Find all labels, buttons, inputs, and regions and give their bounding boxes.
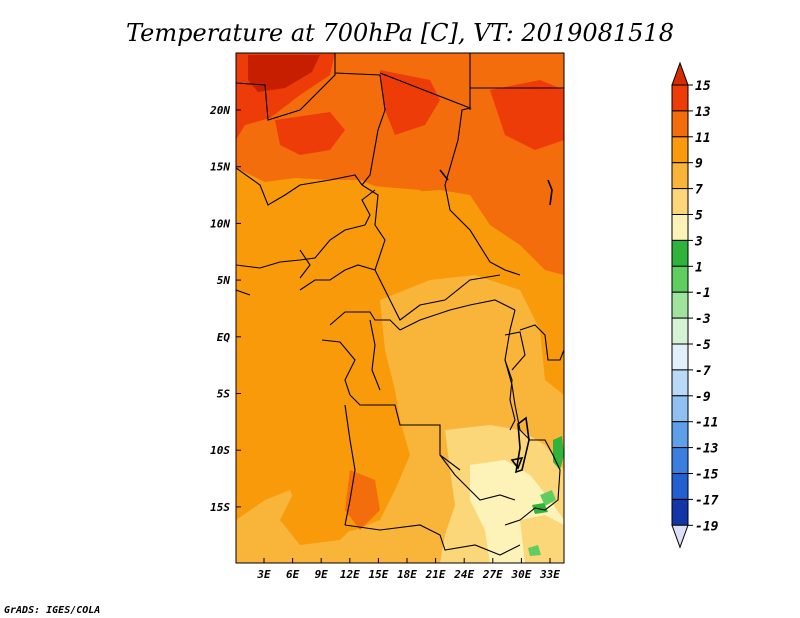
x-tick-label: 24E <box>453 568 474 581</box>
colorbar-label: -7 <box>695 364 711 379</box>
temperature-field <box>236 53 564 563</box>
colorbar-segment <box>671 395 689 423</box>
colorbar-label: -13 <box>695 442 719 457</box>
colorbar-label: 5 <box>695 209 703 224</box>
credit-text: GrADS: IGES/COLA <box>4 605 100 616</box>
longitude-axis: 3E 6E 9E 12E 15E 18E 21E 24E 27E 30E 33E <box>256 558 560 581</box>
colorbar-segment <box>671 421 689 449</box>
x-tick-label: 18E <box>397 568 417 581</box>
colorbar-lower-arrow <box>671 524 689 549</box>
y-tick-label: 10S <box>210 444 230 457</box>
y-tick-label: 5S <box>217 388 231 401</box>
colorbar-label: -11 <box>695 416 718 431</box>
map-panel <box>235 52 565 564</box>
x-tick-label: 30E <box>510 568 531 581</box>
colorbar-label: 13 <box>695 105 711 120</box>
colorbar-segment <box>671 369 689 397</box>
y-tick-label: 20N <box>209 104 230 117</box>
colorbar-label: -15 <box>695 468 719 483</box>
colorbar-label: 7 <box>695 183 703 198</box>
x-tick-label: 12E <box>340 568 360 581</box>
colorbar-segment <box>671 214 689 241</box>
colorbar-label: -3 <box>695 312 711 327</box>
y-tick-label: 15N <box>210 161 230 174</box>
x-tick-label: 15E <box>368 568 388 581</box>
colorbar-label: -17 <box>695 493 719 508</box>
colorbar-label: -1 <box>695 286 711 301</box>
y-tick-label: 15S <box>210 501 230 514</box>
x-tick-label: 33E <box>539 568 560 581</box>
y-tick-label: 5N <box>217 274 231 287</box>
colorbar-segment <box>671 84 689 112</box>
colorbar-segment <box>671 239 689 267</box>
colorbar-label: -9 <box>695 390 711 405</box>
x-tick-label: 27E <box>482 568 503 581</box>
colorbar-label: -19 <box>695 519 719 534</box>
colorbar-label: 1 <box>695 260 703 275</box>
latitude-axis: 20N 15N 10N 5N EQ 5S 10S 15S <box>209 104 241 514</box>
colorbar-segment <box>671 291 689 319</box>
colorbar-segment <box>671 188 689 216</box>
colorbar-segment <box>671 317 689 345</box>
colorbar-segment <box>671 136 689 164</box>
x-tick-label: 6E <box>286 568 300 581</box>
colorbar-segment <box>671 447 689 475</box>
colorbar-label: 3 <box>694 234 703 249</box>
colorbar-segment <box>671 110 689 138</box>
colorbar-segment <box>671 473 689 500</box>
colorbar-label: 15 <box>695 79 711 94</box>
colorbar-upper-arrow <box>671 61 689 86</box>
colorbar-label: 11 <box>695 131 711 146</box>
map-frame <box>235 52 565 564</box>
x-tick-label: 3E <box>256 568 271 581</box>
chart-title: Temperature at 700hPa [C], VT: 201908151… <box>126 19 674 47</box>
colorbar-label: 9 <box>695 157 703 172</box>
x-tick-label: 9E <box>315 568 329 581</box>
x-tick-label: 21E <box>425 568 446 581</box>
y-tick-label: 10N <box>210 217 230 230</box>
colorbar-segment <box>671 265 689 293</box>
colorbar-segment <box>671 498 689 526</box>
colorbar-segment <box>671 162 689 190</box>
colorbar-label: -5 <box>695 338 711 353</box>
colorbar-segment <box>671 343 689 371</box>
colorbar: 15 13 11 9 7 5 3 1 -1 -3 -5 -7 -9 -11 -13 -15 -17 -19 <box>671 61 719 549</box>
y-tick-label: EQ <box>217 331 231 344</box>
